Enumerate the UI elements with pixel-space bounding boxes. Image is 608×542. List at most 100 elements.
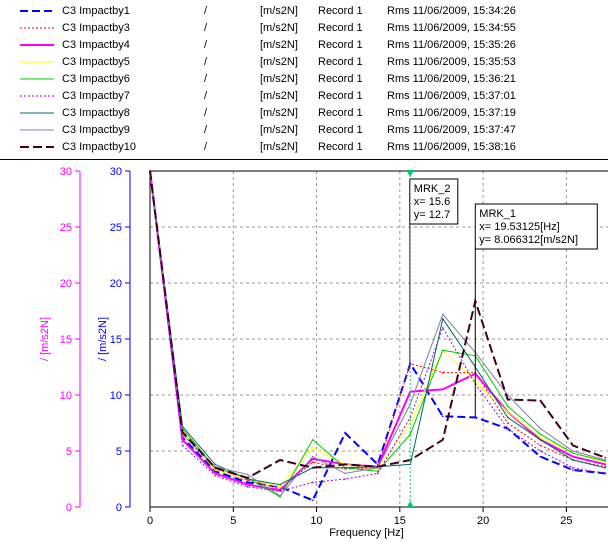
legend-rms: Rms 11/06/2009, 15:35:26 — [387, 39, 516, 51]
series-point — [572, 452, 574, 455]
series-point — [376, 470, 379, 472]
legend-item[interactable]: C3 Impactby5 / [m/s2N] Record 1 Rms 11/06/20… — [0, 55, 608, 69]
legend-unit: [m/s2N] — [260, 124, 298, 136]
chart[interactable]: 0 0 5 5 10 10 15 15 20 20 25 25 30 30 / [m/s2N] / [m/s2… — [0, 160, 608, 542]
legend-item[interactable]: C3 Impactby7 / [m/s2N] Record 1 Rms 11/06/20… — [0, 89, 608, 103]
axes: 0 0 5 5 10 10 15 15 20 20 25 25 30 30 / [m/s2N] / [m/s2… — [39, 166, 608, 539]
x-axis-tick-label: 10 — [310, 515, 322, 527]
series-point — [214, 469, 216, 471]
legend-swatch — [20, 146, 54, 148]
legend-record: Record 1 — [318, 39, 363, 51]
series-point — [572, 455, 574, 458]
series-point — [506, 427, 509, 430]
cursor-handle-top[interactable] — [406, 170, 415, 177]
legend-rms: Rms 11/06/2009, 15:37:19 — [387, 107, 516, 119]
legend-unit: [m/s2N] — [260, 107, 298, 119]
legend-item[interactable]: C3 Impactby1 / [m/s2N] Record 1 Rms 11/06/20… — [0, 4, 608, 18]
series-point — [311, 446, 314, 449]
series-point — [506, 411, 509, 413]
left-axis-tick-label: 0 — [66, 502, 72, 514]
series-point — [181, 431, 184, 433]
legend-item[interactable]: C3 Impactby4 / [m/s2N] Record 1 Rms 11/06/20… — [0, 38, 608, 52]
legend-record: Record 1 — [318, 5, 363, 17]
series-point — [181, 439, 184, 441]
series-point — [246, 481, 249, 484]
series-point — [279, 489, 281, 492]
series-point — [246, 477, 249, 479]
legend-unit: [m/s2N] — [260, 73, 298, 85]
legend-item[interactable]: C3 Impactby6 / [m/s2N] Record 1 Rms 11/06/20… — [0, 72, 608, 86]
series-point — [311, 481, 314, 484]
legend: C3 Impactby1 / [m/s2N] Record 1 Rms 11/06/20… — [0, 0, 608, 160]
legend-name: C3 Impactby7 — [62, 90, 130, 102]
legend-item[interactable]: C3 Impactby3 / [m/s2N] Record 1 Rms 11/06/20… — [0, 21, 608, 35]
series-point — [376, 472, 379, 475]
marker-label-text: x= 19.53125[Hz] — [479, 221, 559, 233]
legend-unit: [m/s2N] — [260, 56, 298, 68]
legend-name: C3 Impactby10 — [62, 141, 136, 153]
series-point — [604, 465, 607, 468]
marker-label-text: x= 15.6 — [414, 196, 450, 208]
series-point — [441, 349, 444, 351]
x-axis-label: Frequency [Hz] — [329, 527, 404, 539]
legend-item[interactable]: C3 Impactby9 / [m/s2N] Record 1 Rms 11/06/20… — [0, 123, 608, 137]
series-point — [441, 318, 444, 320]
marker-label-text: MRK_2 — [414, 183, 451, 195]
legend-name: C3 Impactby3 — [62, 22, 130, 34]
series-point — [311, 461, 314, 464]
series-point — [604, 460, 607, 462]
right-axis-tick-label: 0 — [116, 502, 122, 514]
marker-label[interactable]: MRK_2x= 15.6y= 12.7 — [409, 178, 459, 225]
legend-rms: Rms 11/06/2009, 15:34:26 — [387, 5, 516, 17]
series-point — [311, 499, 314, 502]
series-group — [149, 170, 607, 502]
right-axis-tick-label: 5 — [116, 446, 122, 458]
marker-label-text: y= 12.7 — [414, 209, 450, 221]
series-point — [572, 469, 574, 471]
legend-rms: Rms 11/06/2009, 15:37:47 — [387, 124, 516, 136]
series-point — [506, 405, 509, 407]
series-point — [149, 170, 151, 172]
legend-rms: Rms 11/06/2009, 15:36:21 — [387, 73, 516, 85]
series-point — [572, 444, 574, 447]
series-point — [539, 444, 542, 447]
right-axis-tick-label: 10 — [110, 390, 122, 402]
legend-slash: / — [204, 22, 208, 34]
legend-rms: Rms 11/06/2009, 15:37:01 — [387, 90, 516, 102]
legend-swatch — [20, 112, 54, 114]
marker-label[interactable]: MRK_1x= 19.53125[Hz]y= 8.066312[m/s2N] — [474, 203, 598, 250]
series-point — [311, 455, 314, 458]
legend-swatch — [20, 129, 54, 131]
left-axis-tick-label: 15 — [60, 334, 72, 346]
series-point — [344, 432, 346, 434]
legend-swatch — [20, 44, 54, 46]
left-axis-tick-label: 30 — [60, 166, 72, 178]
series-point — [279, 496, 281, 498]
series-point — [344, 472, 346, 475]
right-axis-tick-label: 20 — [110, 278, 122, 290]
legend-swatch — [20, 61, 54, 63]
series-point — [214, 467, 216, 469]
series-point — [344, 463, 346, 466]
legend-item[interactable]: C3 Impactby10 / [m/s2N] Record 1 Rms 11/06/2… — [0, 140, 608, 154]
legend-rms: Rms 11/06/2009, 15:35:53 — [387, 56, 516, 68]
legend-unit: [m/s2N] — [260, 90, 298, 102]
series-point — [279, 486, 281, 488]
marker-label-text: y= 8.066312[m/s2N] — [479, 234, 578, 246]
x-axis-tick-label: 20 — [477, 515, 489, 527]
cursor-handle-bottom[interactable] — [406, 501, 415, 508]
series-point — [441, 313, 444, 316]
legend-swatch — [20, 78, 54, 80]
series-point — [214, 474, 216, 477]
left-axis-tick-label: 20 — [60, 278, 72, 290]
legend-record: Record 1 — [318, 124, 363, 136]
legend-slash: / — [204, 141, 208, 153]
series-point — [279, 495, 281, 497]
series-point — [214, 463, 216, 466]
legend-swatch — [20, 10, 54, 12]
series-point — [539, 436, 542, 439]
series-point — [539, 450, 542, 452]
marker-group[interactable]: MRK_2x= 15.6y= 12.7 MRK_1x= 19.53125[Hz]y… — [406, 170, 598, 508]
legend-item[interactable]: C3 Impactby8 / [m/s2N] Record 1 Rms 11/06/20… — [0, 106, 608, 120]
series-point — [506, 422, 509, 424]
